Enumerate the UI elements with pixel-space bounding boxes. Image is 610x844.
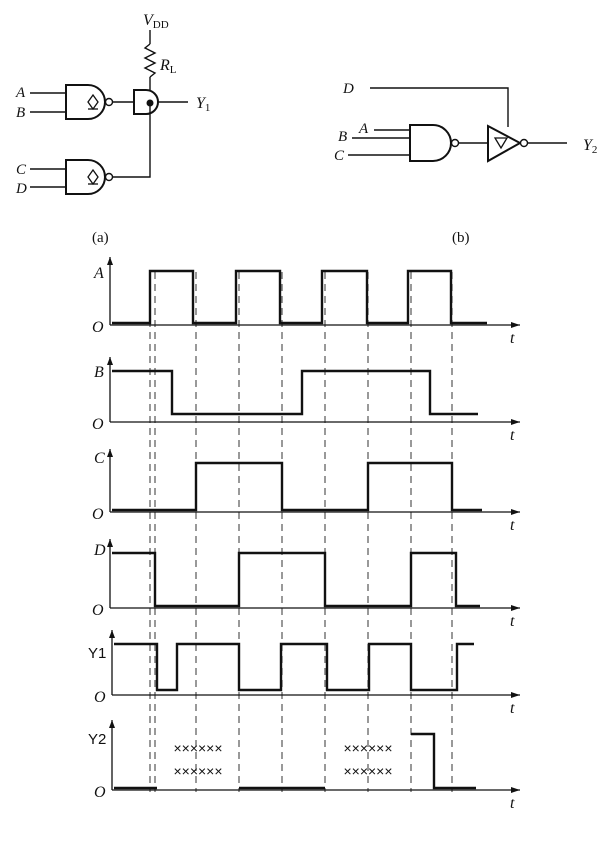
wire-g2-out <box>112 103 151 178</box>
dont-care-marks: ×××××× <box>343 740 392 756</box>
lane-a: A Ot <box>92 257 520 347</box>
axis-arrow-icon <box>511 419 520 425</box>
waveform <box>112 551 480 608</box>
signal-name: Y1 <box>88 645 106 662</box>
axis-arrow-icon <box>511 509 520 515</box>
axis-arrow-icon <box>109 720 115 728</box>
axis-arrow-icon <box>511 692 520 698</box>
time-axis-label: t <box>510 427 515 444</box>
time-axis-label: t <box>510 517 515 534</box>
origin-label: O <box>92 602 104 619</box>
nand-gate-2 <box>65 159 106 195</box>
output-y2-label: Y2 <box>583 137 597 156</box>
signal-name: Y2 <box>88 731 106 748</box>
signal-name: B <box>94 364 104 381</box>
lane-d: D Ot <box>92 539 520 630</box>
nand-gate-3 <box>409 124 452 162</box>
wired-and-symbol <box>133 89 159 115</box>
input-a-label: A <box>15 85 26 101</box>
input-a-label: A <box>358 121 369 137</box>
origin-label: O <box>92 416 104 433</box>
input-c-label: C <box>334 148 345 164</box>
rl-label: RL <box>159 57 177 76</box>
dont-care-marks: ×××××× <box>173 763 222 779</box>
circuit-a: VDD RL A B Y1 C D (a) <box>15 12 210 246</box>
lane-y1: Y1 Ot <box>88 630 520 717</box>
origin-label: O <box>92 319 104 336</box>
input-d-label: D <box>15 181 27 197</box>
waveform <box>112 461 482 512</box>
input-d-label: D <box>342 81 354 97</box>
input-b-label: B <box>338 129 347 145</box>
axis-arrow-icon <box>107 257 113 265</box>
signal-name: A <box>93 265 104 282</box>
time-grid <box>149 272 453 792</box>
input-c-label: C <box>16 162 27 178</box>
signal-name: C <box>94 450 105 467</box>
axis-arrow-icon <box>511 605 520 611</box>
dont-care-marks: ×××××× <box>173 740 222 756</box>
origin-label: O <box>94 689 106 706</box>
triangle-mark-icon <box>493 137 509 150</box>
waveform <box>112 269 487 325</box>
axis-arrow-icon <box>511 787 520 793</box>
timing-diagram: AOtBOtCOtDOtY1OtY2Ot××××××××××××××××××××… <box>88 257 520 812</box>
time-axis-label: t <box>510 700 515 717</box>
lane-c: C Ot <box>92 449 520 534</box>
axis-arrow-icon <box>107 449 113 457</box>
signal-name: D <box>93 542 106 559</box>
vdd-label: VDD <box>143 12 169 31</box>
waveform <box>411 732 476 790</box>
inverter-bubble-icon <box>450 138 460 148</box>
axis-arrow-icon <box>109 630 115 638</box>
waveform <box>112 369 478 416</box>
time-axis-label: t <box>510 795 515 812</box>
output-y1-label: Y1 <box>196 95 210 114</box>
wire-enable-d <box>370 87 509 127</box>
axis-arrow-icon <box>511 322 520 328</box>
inverter-bubble-icon <box>519 138 529 148</box>
nand-gate-1 <box>65 84 106 120</box>
axis-arrow-icon <box>107 539 113 547</box>
inverter-bubble-icon <box>104 97 114 107</box>
lane-y2: Y2 Ot ×××××× ×××××× ×××××× ×××××× <box>88 720 520 812</box>
time-axis-label: t <box>510 330 515 347</box>
lane-b: B Ot <box>92 357 520 444</box>
origin-label: O <box>94 784 106 801</box>
dont-care-marks: ×××××× <box>343 763 392 779</box>
caption-b: (b) <box>452 230 470 246</box>
resistor-rl <box>143 43 157 78</box>
axis-arrow-icon <box>107 357 113 365</box>
circuit-b: D B A C Y2 (b) <box>334 81 597 246</box>
waveform <box>114 642 474 692</box>
origin-label: O <box>92 506 104 523</box>
time-axis-label: t <box>510 613 515 630</box>
input-b-label: B <box>16 105 25 121</box>
caption-a: (a) <box>92 230 109 246</box>
inverter-bubble-icon <box>104 172 114 182</box>
